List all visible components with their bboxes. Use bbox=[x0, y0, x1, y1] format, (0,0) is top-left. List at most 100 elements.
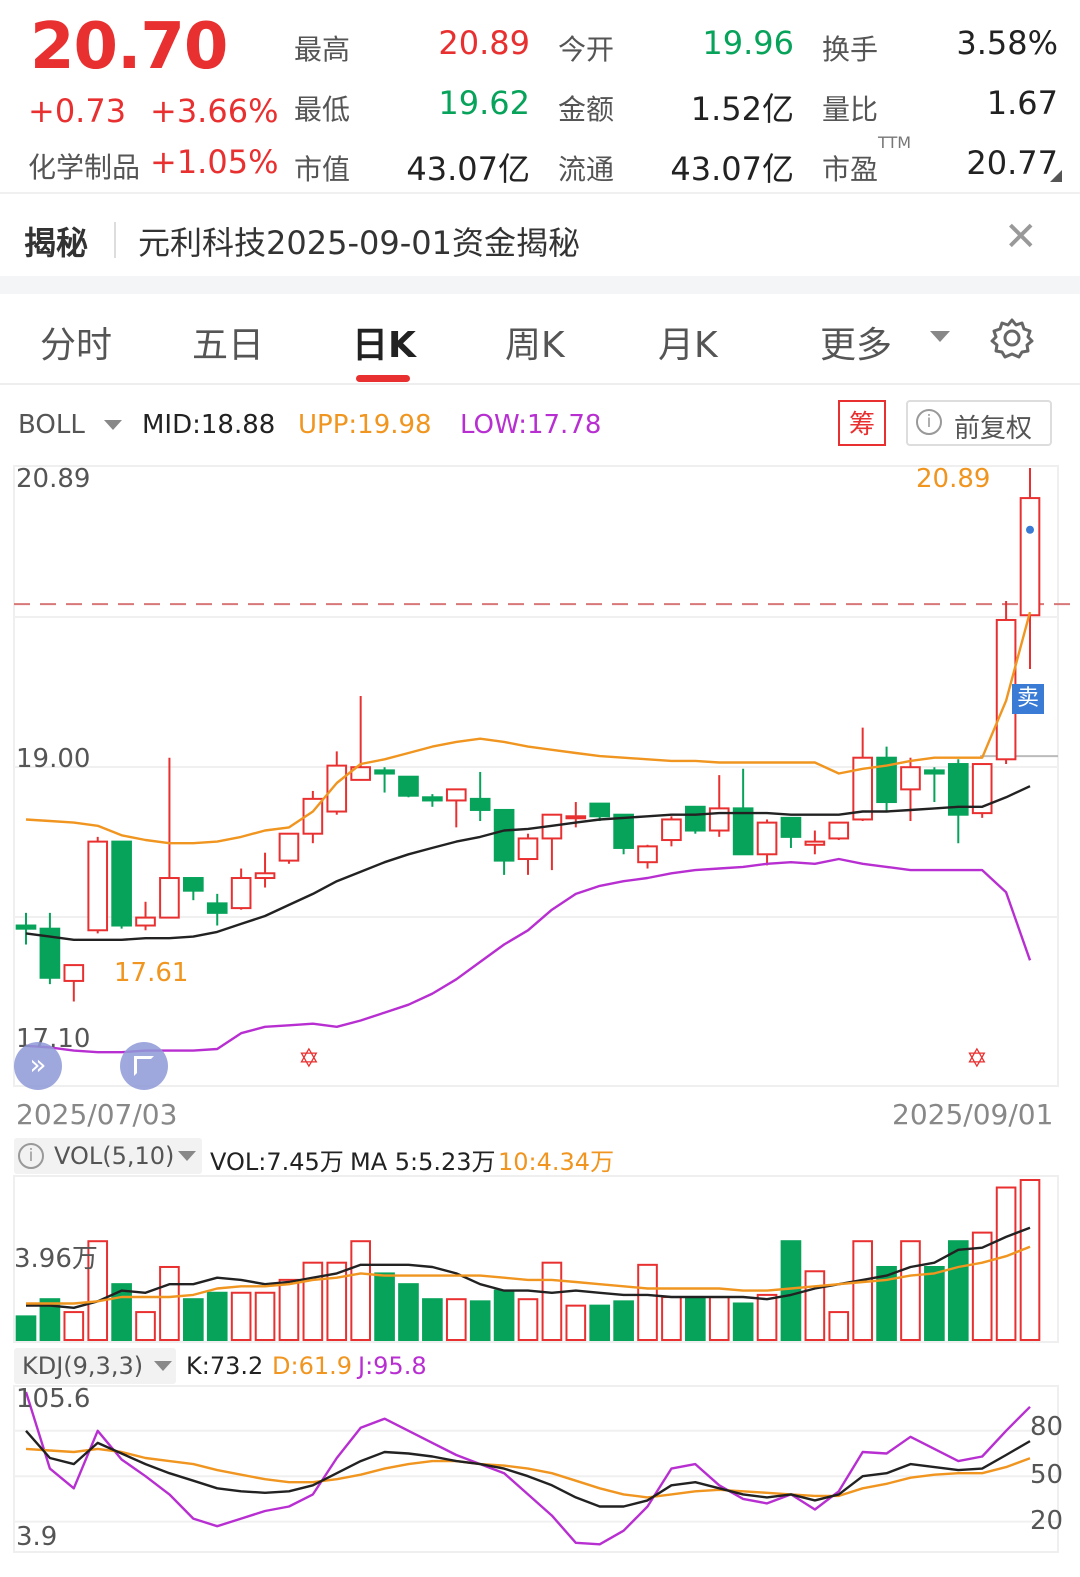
stat-label-volume-ratio: 量比 bbox=[822, 93, 879, 126]
volume-bar bbox=[589, 1304, 611, 1341]
tab-monthly-k[interactable]: 月K bbox=[658, 325, 718, 366]
candle-body bbox=[230, 877, 252, 910]
volume-bar bbox=[565, 1304, 587, 1341]
volume-bar bbox=[828, 1311, 850, 1342]
vol-ma10: 10:4.34万 bbox=[498, 1148, 615, 1176]
volume-bar bbox=[924, 1265, 945, 1341]
chevron-down-icon[interactable] bbox=[930, 331, 950, 342]
stat-label-open: 今开 bbox=[558, 33, 615, 66]
stat-value-market-cap: 43.07亿 bbox=[406, 150, 530, 188]
high-price-marker: 20.89 bbox=[916, 464, 991, 494]
volume-bar bbox=[206, 1291, 228, 1342]
candle-body bbox=[1019, 497, 1041, 617]
sell-signal-tag[interactable]: 卖 bbox=[1012, 684, 1044, 714]
stat-label-amount: 金额 bbox=[558, 93, 615, 126]
tab-intraday[interactable]: 分时 bbox=[40, 325, 113, 366]
stat-value-turnover: 3.58% bbox=[956, 24, 1058, 62]
price-panel-frame bbox=[13, 465, 1059, 1087]
kdj-level-80: 80 bbox=[1030, 1412, 1064, 1442]
candle-body bbox=[15, 924, 37, 930]
boll-upper-line bbox=[25, 611, 1032, 845]
price-axis-mid: 19.00 bbox=[16, 744, 91, 774]
kdj-indicator-chip[interactable]: KDJ(9,3,3) bbox=[14, 1348, 176, 1384]
volume-bar bbox=[493, 1289, 515, 1341]
vol-axis-label: 3.96万 bbox=[14, 1244, 98, 1274]
boll-indicator-name[interactable]: BOLL bbox=[18, 410, 85, 440]
close-icon[interactable]: ✕ bbox=[1004, 214, 1038, 260]
volume-bar bbox=[756, 1293, 778, 1341]
info-icon: i bbox=[18, 1143, 44, 1169]
volume-bar bbox=[1019, 1179, 1041, 1341]
fullscreen-icon[interactable] bbox=[120, 1042, 168, 1090]
candle-body bbox=[804, 840, 826, 846]
volume-bar bbox=[732, 1302, 754, 1342]
candle-body bbox=[565, 815, 587, 820]
settings-gear-icon[interactable] bbox=[990, 316, 1034, 360]
candle-body bbox=[852, 756, 873, 821]
candle-body bbox=[493, 808, 515, 862]
candle-body bbox=[900, 766, 921, 791]
stat-label-turnover: 换手 bbox=[822, 33, 879, 66]
kdj-axis-bottom: 3.9 bbox=[16, 1522, 58, 1552]
volume-bar bbox=[661, 1296, 682, 1342]
current-price: 20.70 bbox=[30, 10, 228, 84]
fast-forward-icon[interactable]: » bbox=[14, 1042, 62, 1090]
tab-more[interactable]: 更多 bbox=[820, 325, 893, 366]
sector-name[interactable]: 化学制品 bbox=[28, 151, 141, 184]
chevron-down-icon bbox=[178, 1151, 196, 1161]
volume-bar bbox=[804, 1270, 826, 1341]
section-band bbox=[0, 276, 1080, 294]
indicator-dropdown-icon[interactable] bbox=[104, 420, 122, 430]
kdj-level-20: 20 bbox=[1030, 1506, 1064, 1536]
chip-distribution-button[interactable]: 筹 bbox=[838, 400, 886, 446]
adjust-button[interactable]: i 前复权 bbox=[906, 400, 1052, 446]
reveal-link[interactable]: 元利科技2025-09-01资金揭秘 bbox=[138, 224, 580, 262]
volume-bar bbox=[469, 1300, 491, 1342]
stat-label-high: 最高 bbox=[294, 33, 351, 66]
candle-body bbox=[445, 788, 467, 802]
reveal-title: 揭秘 bbox=[24, 224, 89, 262]
kline-chart[interactable] bbox=[0, 450, 1080, 1577]
event-star-icon-2[interactable]: ✡ bbox=[966, 1044, 988, 1074]
tab-five-day[interactable]: 五日 bbox=[192, 325, 265, 366]
kdj-d-value: D:61.9 bbox=[272, 1352, 353, 1380]
kdj-axis-top: 105.6 bbox=[16, 1384, 91, 1414]
vol-indicator-chip[interactable]: i VOL(5,10) bbox=[14, 1138, 202, 1174]
event-star-icon[interactable]: ✡ bbox=[298, 1044, 320, 1074]
price-change: +0.73 bbox=[28, 92, 127, 130]
expand-corner-icon[interactable] bbox=[1050, 170, 1062, 182]
tab-daily-k[interactable]: 日K bbox=[352, 325, 416, 366]
volume-bar bbox=[971, 1231, 993, 1341]
tabs-divider bbox=[0, 383, 1080, 385]
volume-bar bbox=[708, 1296, 730, 1342]
candle-body bbox=[589, 802, 611, 818]
volume-bar bbox=[278, 1278, 300, 1341]
price-change-percent: +3.66% bbox=[150, 92, 279, 130]
candle-body bbox=[159, 877, 180, 919]
volume-bar bbox=[852, 1240, 873, 1341]
candle-body bbox=[685, 805, 706, 832]
candle-body bbox=[278, 832, 300, 862]
date-start: 2025/07/03 bbox=[16, 1098, 178, 1131]
volume-bar bbox=[63, 1311, 85, 1342]
candle-body bbox=[637, 845, 658, 864]
volume-bar bbox=[947, 1240, 969, 1341]
volume-bar bbox=[326, 1261, 348, 1342]
volume-bar bbox=[900, 1240, 921, 1341]
kdj-k-line bbox=[25, 1430, 1031, 1508]
stat-value-pe: 20.77 bbox=[966, 144, 1058, 182]
candle-body bbox=[876, 756, 897, 804]
volume-panel-frame bbox=[13, 1175, 1059, 1343]
boll-lower-value: LOW:17.78 bbox=[460, 410, 602, 440]
volume-bar bbox=[183, 1298, 204, 1341]
stat-label-market-cap: 市值 bbox=[294, 153, 351, 186]
date-end: 2025/09/01 bbox=[892, 1098, 1054, 1131]
candle-body bbox=[517, 837, 539, 861]
volume-bar bbox=[230, 1291, 252, 1342]
boll-mid-value: MID:18.88 bbox=[142, 410, 276, 440]
tab-weekly-k[interactable]: 周K bbox=[505, 325, 565, 366]
volume-bar bbox=[39, 1298, 61, 1341]
candle-body bbox=[254, 872, 276, 880]
candle-body bbox=[756, 821, 778, 856]
kdj-level-50: 50 bbox=[1030, 1460, 1064, 1490]
